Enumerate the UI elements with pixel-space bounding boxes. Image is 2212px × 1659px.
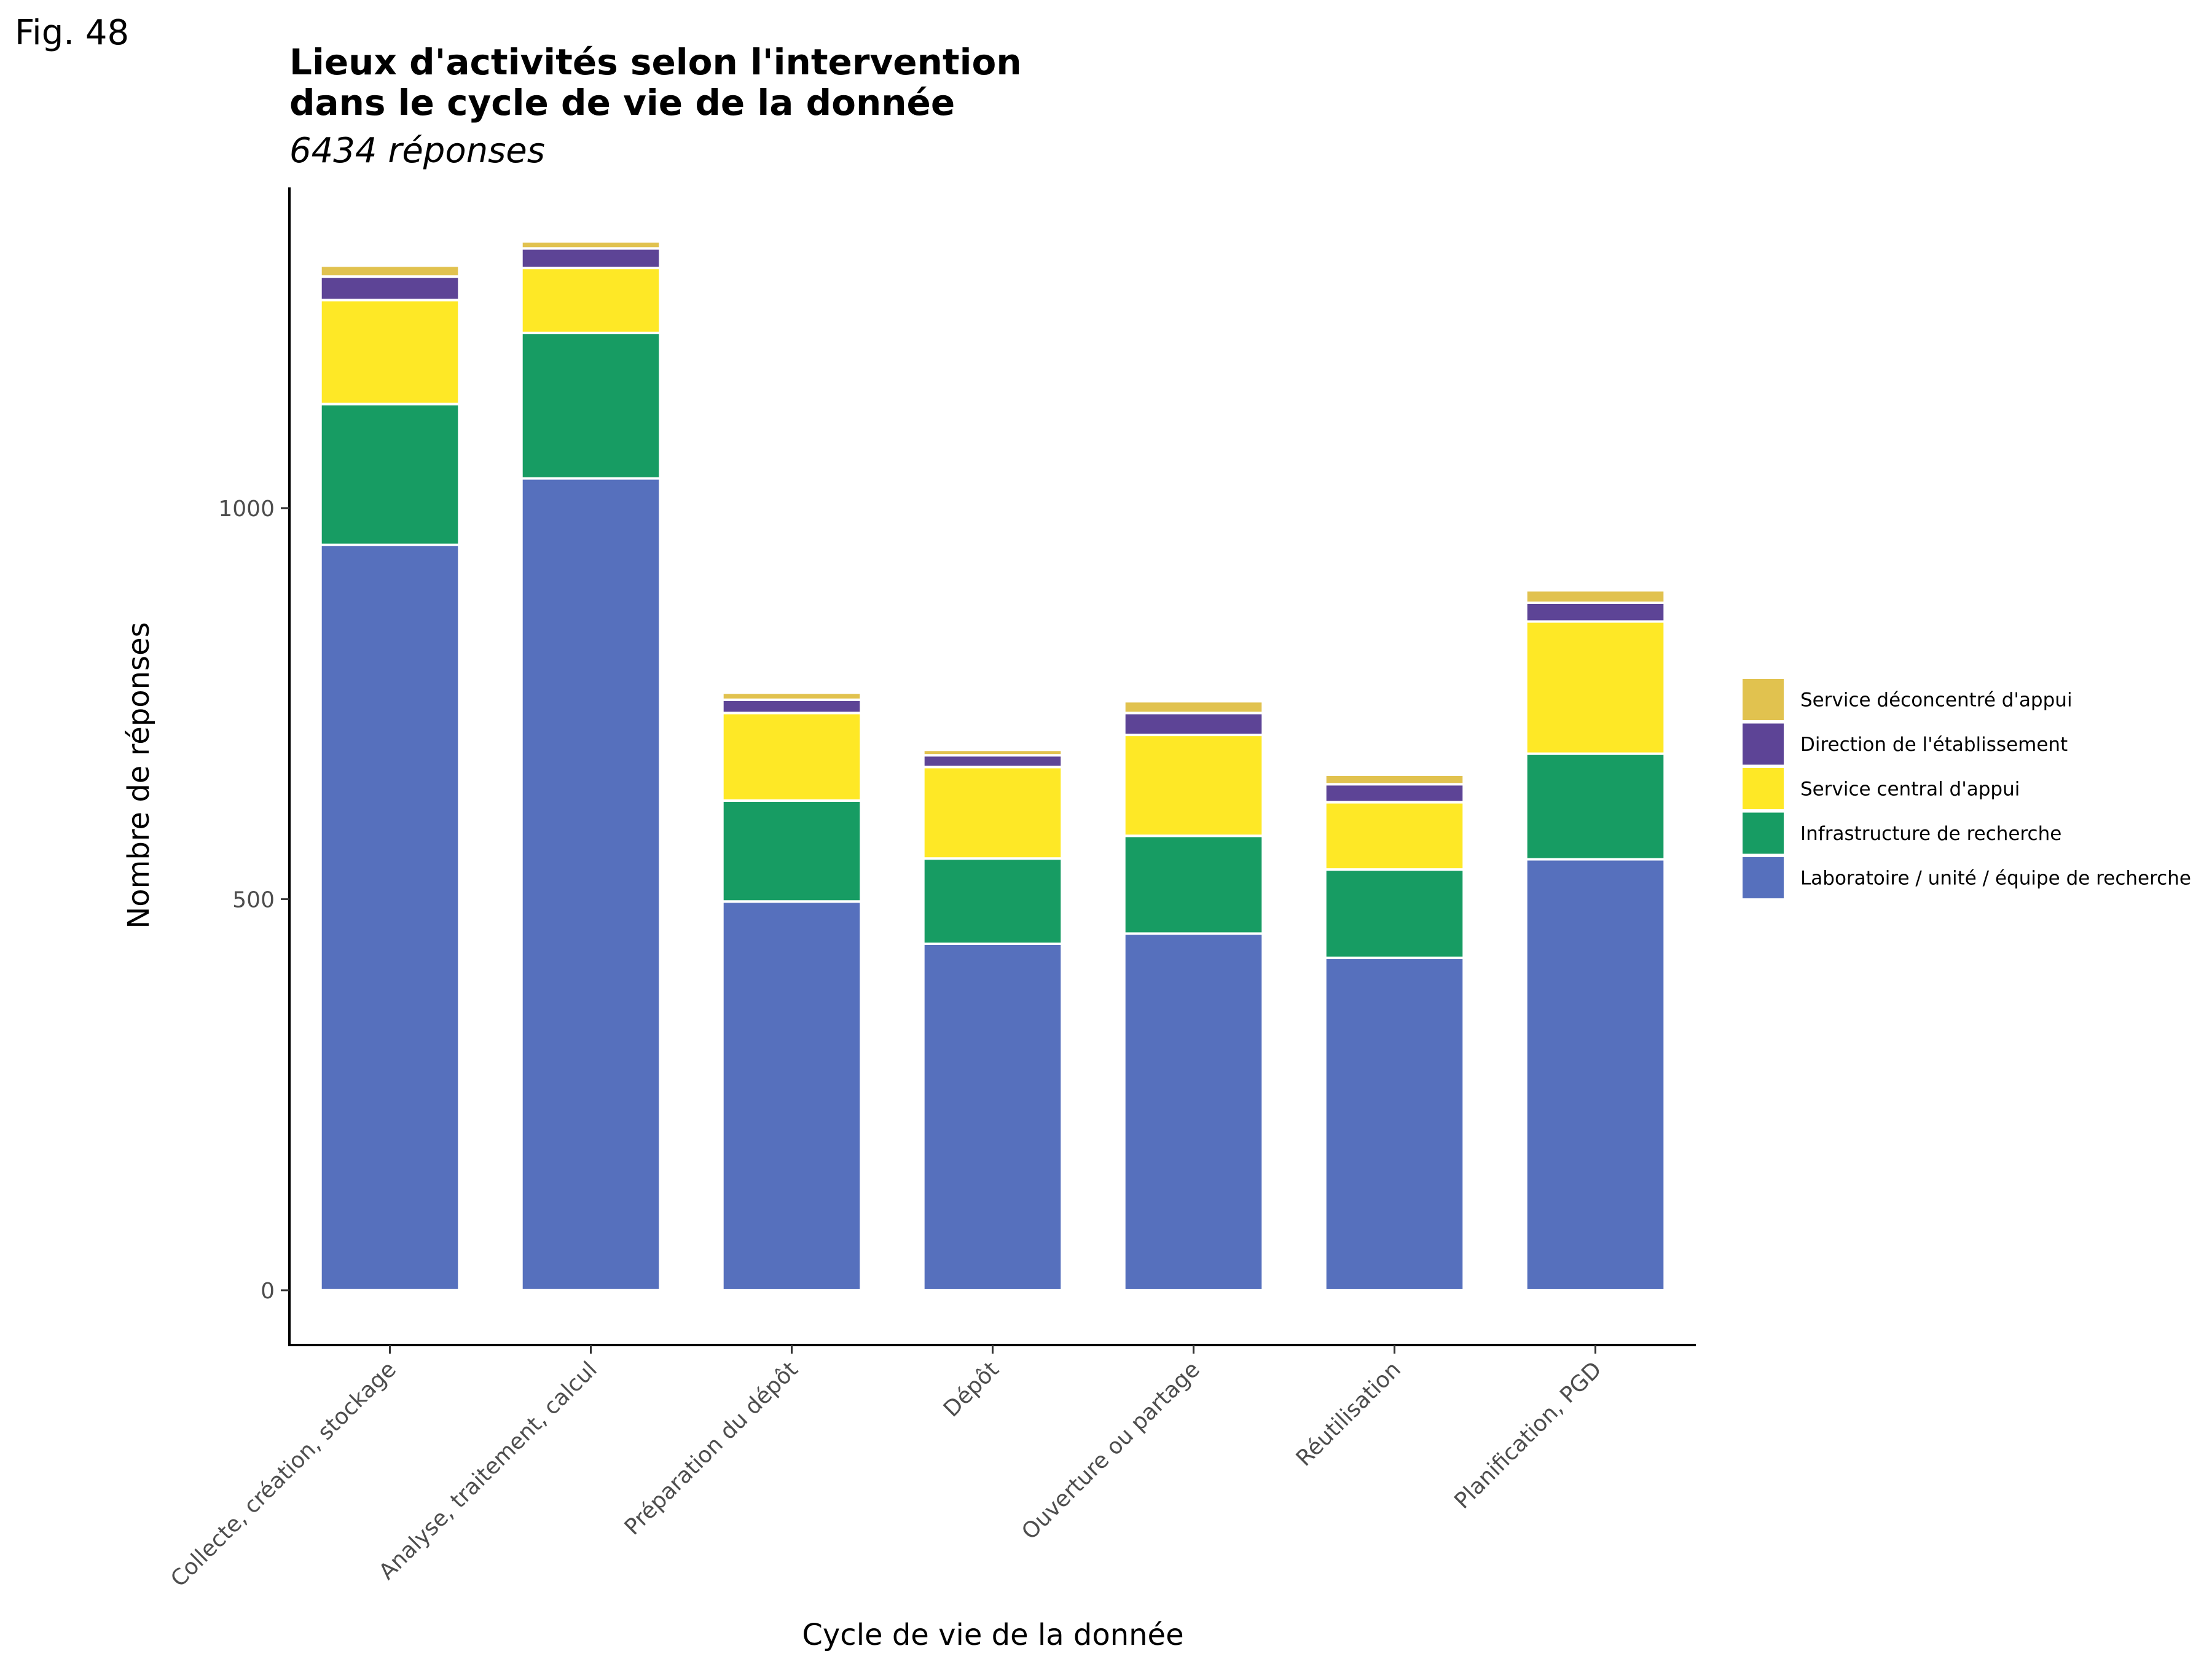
y-tick-label-0: 0 xyxy=(261,1279,275,1304)
bar-segment-s0-c0 xyxy=(319,543,461,1292)
bar-segment-s3-c3 xyxy=(922,754,1064,769)
legend-key-4 xyxy=(1743,857,1784,898)
x-tick-label-2: Préparation du dépôt xyxy=(620,1357,803,1540)
bar-segment-s4-c6 xyxy=(1524,589,1666,604)
bar-segment-s1-c6 xyxy=(1524,752,1666,861)
bar-segment-s2-c1 xyxy=(520,267,662,334)
bar-segment-s0-c4 xyxy=(1123,932,1265,1292)
bar-segment-s2-c2 xyxy=(721,712,863,802)
legend-label-2: Service central d'appui xyxy=(1800,779,2020,801)
y-tick-label-2: 1000 xyxy=(218,496,275,522)
bar-segment-s0-c6 xyxy=(1524,858,1666,1292)
legend-label-1: Direction de l'établissement xyxy=(1800,734,2068,756)
bar-segment-s1-c4 xyxy=(1123,834,1265,935)
bar-segment-s0-c3 xyxy=(922,943,1064,1292)
bar-segment-s4-c0 xyxy=(319,264,461,278)
legend: Service déconcentré d'appui Direction de … xyxy=(1743,679,2191,898)
bar-segment-s4-c3 xyxy=(922,748,1064,757)
y-ticks-layer: 0 500 1000 xyxy=(218,496,289,1304)
bar-segment-s1-c5 xyxy=(1324,868,1465,959)
bar-segment-s2-c5 xyxy=(1324,801,1465,871)
bar-segment-s3-c6 xyxy=(1524,601,1666,623)
bar-segment-s1-c2 xyxy=(721,799,863,903)
legend-key-3 xyxy=(1743,812,1784,854)
x-tick-label-4: Ouverture ou partage xyxy=(1017,1357,1205,1545)
x-tick-label-1: Analyse, traitement, calcul xyxy=(374,1357,602,1585)
y-axis-title: Nombre de réponses xyxy=(122,622,156,928)
bar-segment-s3-c5 xyxy=(1324,783,1465,804)
bar-segment-s3-c0 xyxy=(319,275,461,302)
x-tick-label-5: Réutilisation xyxy=(1292,1357,1406,1471)
x-axis-title: Cycle de vie de la donnée xyxy=(802,1618,1183,1652)
legend-key-1 xyxy=(1743,723,1784,765)
legend-label-3: Infrastructure de recherche xyxy=(1800,823,2061,845)
bar-segment-s1-c1 xyxy=(520,331,662,480)
bar-segment-s2-c4 xyxy=(1123,734,1265,837)
chart-title-line-1: Lieux d'activités selon l'intervention xyxy=(289,41,1022,83)
bar-segment-s3-c1 xyxy=(520,247,662,270)
bar-segment-s0-c1 xyxy=(520,477,662,1292)
bar-segment-s3-c2 xyxy=(721,698,863,715)
y-tick-label-1: 500 xyxy=(232,887,275,912)
figure-label: Fig. 48 xyxy=(15,13,129,53)
bar-segment-s4-c4 xyxy=(1123,700,1265,715)
bar-segment-s3-c4 xyxy=(1123,712,1265,737)
chart-title-line-2: dans le cycle de vie de la donnée xyxy=(289,82,955,124)
bar-segment-s1-c0 xyxy=(319,402,461,546)
x-tick-label-6: Planification, PGD xyxy=(1449,1357,1606,1513)
bar-segment-s1-c3 xyxy=(922,857,1064,945)
bar-segment-s4-c1 xyxy=(520,240,662,250)
bar-segment-s2-c6 xyxy=(1524,620,1666,755)
legend-label-0: Service déconcentré d'appui xyxy=(1800,689,2073,712)
legend-key-0 xyxy=(1743,679,1784,720)
bar-segment-s4-c2 xyxy=(721,691,863,701)
bar-segment-s4-c5 xyxy=(1324,774,1465,786)
chart-subtitle: 6434 réponses xyxy=(289,131,545,171)
bar-segment-s0-c2 xyxy=(721,900,863,1292)
legend-key-2 xyxy=(1743,768,1784,809)
bar-segment-s2-c3 xyxy=(922,766,1064,860)
x-tick-label-0: Collecte, création, stockage xyxy=(166,1357,401,1592)
x-tick-label-3: Dépôt xyxy=(939,1357,1004,1422)
legend-label-4: Laboratoire / unité / équipe de recherch… xyxy=(1800,868,2191,890)
bar-segment-s2-c0 xyxy=(319,299,461,406)
bar-segment-s0-c5 xyxy=(1324,956,1465,1292)
bars-layer xyxy=(319,240,1666,1292)
